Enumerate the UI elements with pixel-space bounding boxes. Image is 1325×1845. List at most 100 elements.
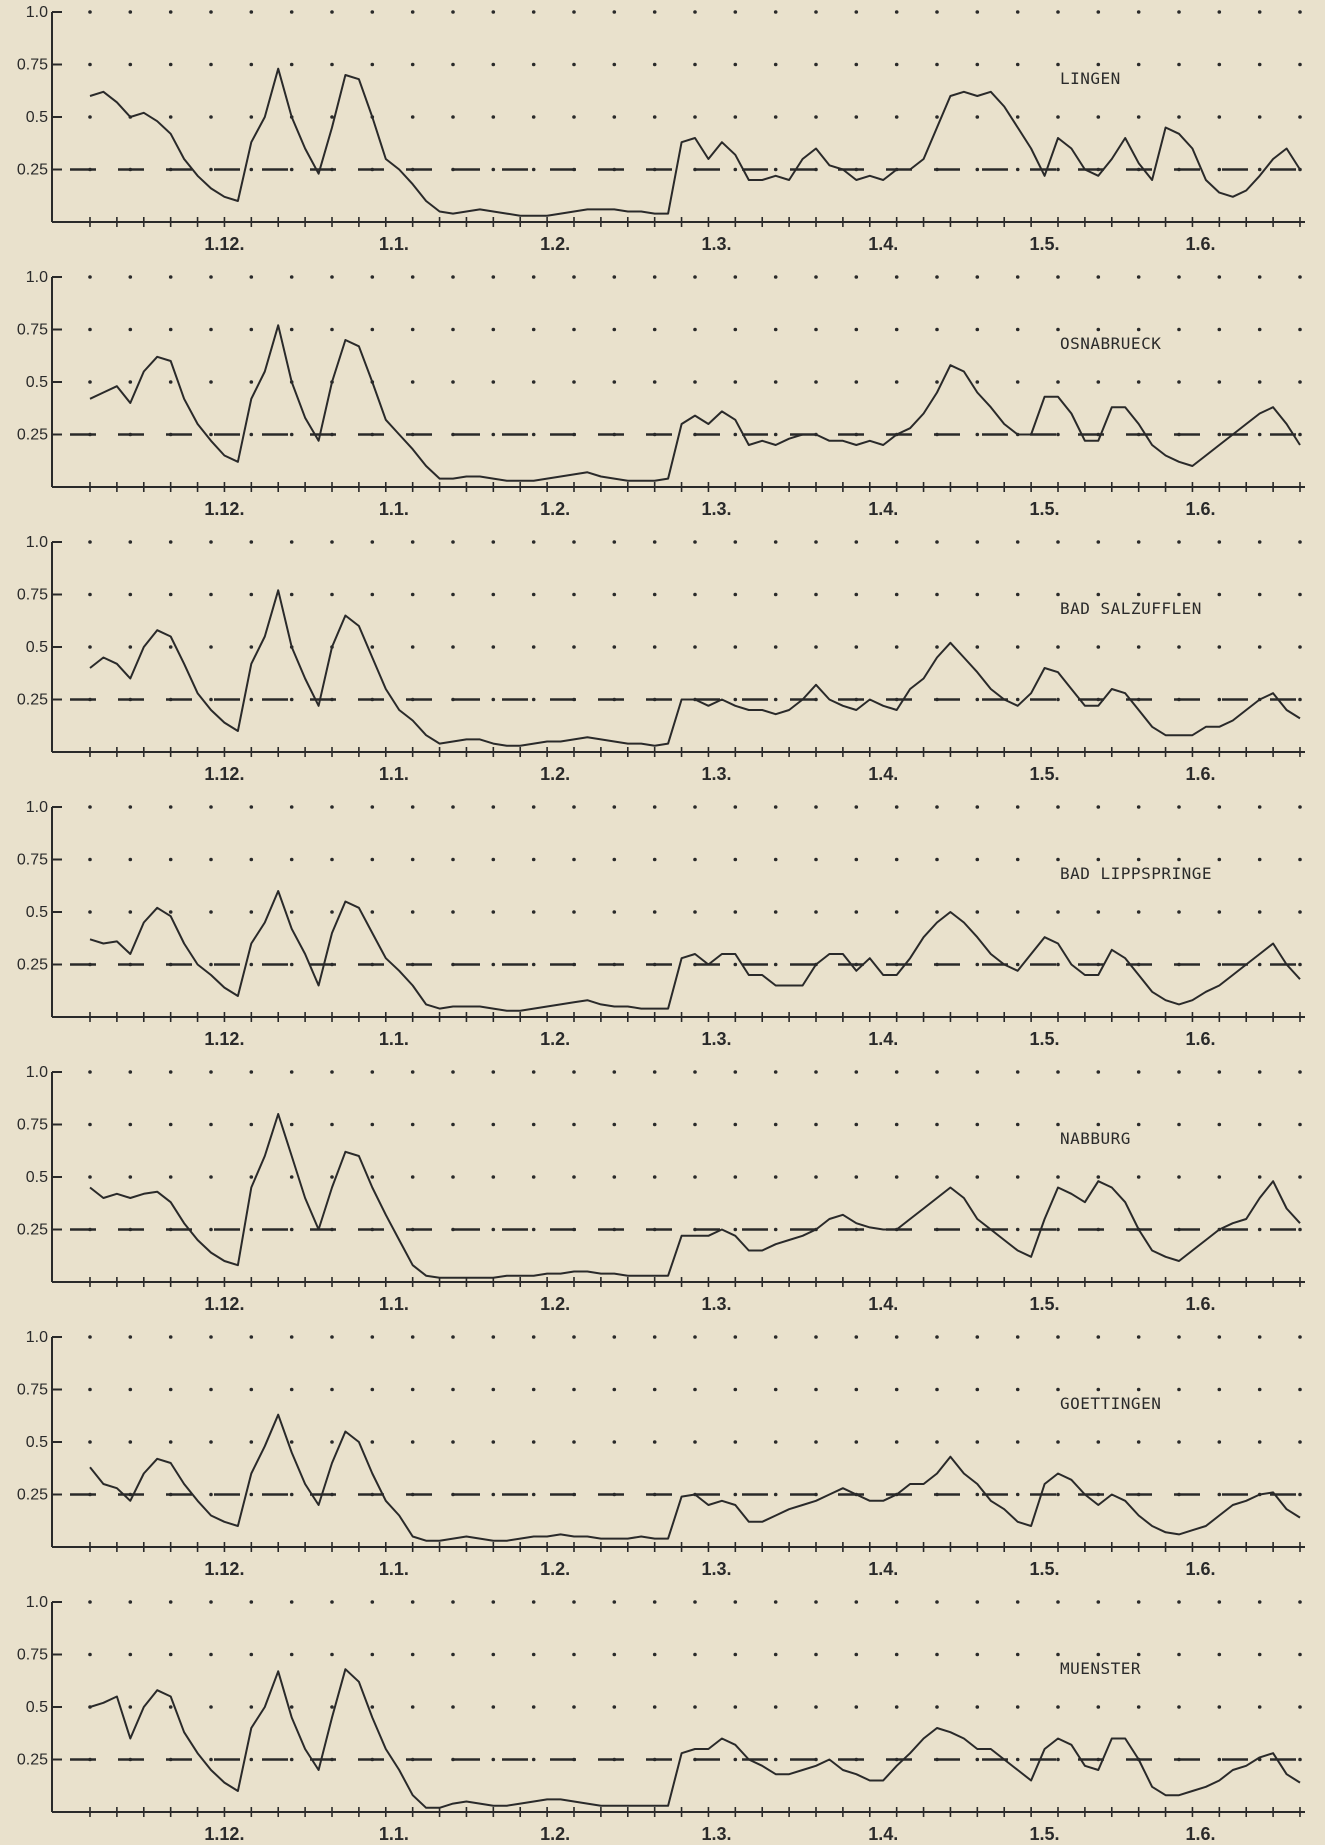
grid-dot bbox=[128, 1600, 133, 1604]
grid-dot bbox=[894, 540, 899, 544]
grid-dot bbox=[491, 857, 496, 862]
grid-dot bbox=[693, 1705, 697, 1709]
grid-dot bbox=[1136, 1600, 1141, 1604]
grid-dot bbox=[410, 380, 415, 384]
grid-dot bbox=[652, 115, 657, 119]
grid-dot bbox=[1096, 1175, 1101, 1179]
grid-dot bbox=[168, 10, 173, 14]
grid-dot bbox=[814, 592, 818, 597]
grid-dot bbox=[894, 645, 899, 649]
grid-dot bbox=[773, 115, 778, 119]
grid-dot bbox=[693, 1335, 697, 1339]
grid-dot bbox=[894, 10, 899, 14]
grid-dot bbox=[1136, 1440, 1141, 1444]
grid-dot bbox=[209, 1122, 213, 1127]
grid-dot bbox=[451, 857, 455, 862]
grid-dot bbox=[1298, 1652, 1302, 1657]
grid-dot bbox=[451, 275, 455, 279]
grid-dot bbox=[410, 1600, 415, 1604]
grid-dot bbox=[209, 805, 213, 809]
grid-dot bbox=[1298, 1492, 1302, 1497]
grid-dot bbox=[814, 327, 818, 332]
grid-dot bbox=[1298, 115, 1302, 119]
grid-dot bbox=[330, 592, 334, 597]
grid-dot bbox=[491, 1705, 496, 1709]
grid-dot bbox=[1056, 62, 1060, 67]
grid-dot bbox=[128, 1705, 133, 1709]
grid-dot bbox=[209, 1492, 213, 1497]
grid-dot bbox=[733, 1600, 738, 1604]
grid-dot bbox=[1298, 1175, 1302, 1179]
grid-dot bbox=[289, 910, 294, 914]
grid-dot bbox=[1298, 1122, 1302, 1127]
grid-dot bbox=[1056, 1070, 1060, 1074]
grid-dot bbox=[572, 1122, 576, 1127]
grid-dot bbox=[1298, 1757, 1302, 1762]
grid-dot bbox=[693, 10, 697, 14]
grid-dot bbox=[249, 380, 254, 384]
grid-dot bbox=[1217, 1335, 1222, 1339]
grid-dot bbox=[330, 1600, 334, 1604]
grid-dot bbox=[370, 1175, 375, 1179]
grid-dot bbox=[1056, 962, 1060, 967]
grid-dot bbox=[410, 275, 415, 279]
grid-dot bbox=[1298, 805, 1302, 809]
grid-dot bbox=[289, 592, 294, 597]
grid-dot bbox=[1257, 1070, 1262, 1074]
grid-dot bbox=[975, 805, 980, 809]
grid-dot bbox=[652, 910, 657, 914]
grid-dot bbox=[975, 115, 980, 119]
grid-dot bbox=[88, 805, 92, 809]
grid-dot bbox=[612, 645, 617, 649]
series-line bbox=[89, 67, 1301, 217]
grid-dot bbox=[491, 380, 496, 384]
grid-dot bbox=[1217, 857, 1222, 862]
x-tick-label: 1.5. bbox=[1030, 1294, 1060, 1314]
y-tick-label: 0.25 bbox=[17, 957, 48, 974]
grid-dot bbox=[451, 167, 455, 172]
grid-dot bbox=[209, 327, 213, 332]
series-line bbox=[89, 324, 1301, 482]
grid-dot bbox=[854, 115, 859, 119]
grid-dot bbox=[410, 1705, 415, 1709]
grid-dot bbox=[612, 857, 617, 862]
grid-dot bbox=[128, 1070, 133, 1074]
grid-dot bbox=[773, 592, 778, 597]
grid-dot bbox=[894, 1122, 899, 1127]
grid-dot bbox=[1015, 645, 1020, 649]
grid-dot bbox=[1217, 540, 1222, 544]
x-tick-label: 1.4. bbox=[868, 1294, 898, 1314]
grid-dot bbox=[491, 910, 496, 914]
x-tick-label: 1.12. bbox=[204, 1294, 244, 1314]
x-tick-label: 1.12. bbox=[204, 499, 244, 519]
x-tick-label: 1.3. bbox=[701, 499, 731, 519]
grid-dots bbox=[88, 805, 1302, 967]
grid-dot bbox=[249, 432, 254, 437]
grid-dot bbox=[733, 697, 738, 702]
grid-dot bbox=[491, 327, 496, 332]
y-tick-label: 1.0 bbox=[26, 4, 48, 21]
grid-dot bbox=[330, 1440, 334, 1444]
grid-dot bbox=[572, 1440, 576, 1444]
grid-dot bbox=[1096, 910, 1101, 914]
grid-dot bbox=[289, 167, 294, 172]
grid-dot bbox=[1136, 1335, 1141, 1339]
grid-dot bbox=[249, 1175, 254, 1179]
grid-dot bbox=[975, 540, 980, 544]
grid-dot bbox=[289, 327, 294, 332]
grid-dot bbox=[531, 62, 536, 67]
x-tick-label: 1.6. bbox=[1185, 1824, 1215, 1844]
grid-dot bbox=[88, 1387, 92, 1392]
grid-dot bbox=[733, 1387, 738, 1392]
grid-dot bbox=[1257, 432, 1262, 437]
grid-dot bbox=[531, 1705, 536, 1709]
grid-dot bbox=[1056, 115, 1060, 119]
x-tick-label: 1.6. bbox=[1185, 499, 1215, 519]
grid-dot bbox=[128, 275, 133, 279]
grid-dot bbox=[1136, 645, 1141, 649]
grid-dot bbox=[652, 1387, 657, 1392]
grid-dot bbox=[1096, 1440, 1101, 1444]
grid-dot bbox=[1298, 1600, 1302, 1604]
grid-dot bbox=[693, 380, 697, 384]
grid-dot bbox=[289, 1122, 294, 1127]
